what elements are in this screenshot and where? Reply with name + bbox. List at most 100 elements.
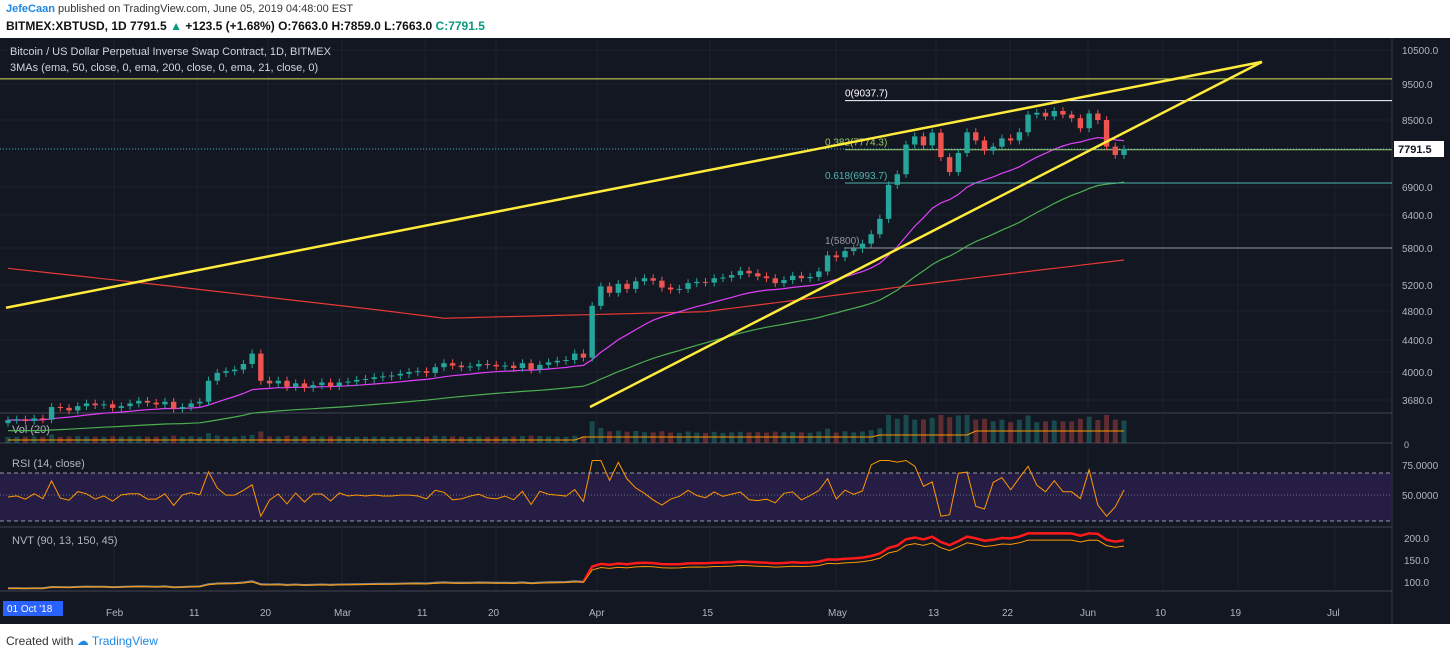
candle-body bbox=[83, 403, 90, 407]
candle-body bbox=[240, 364, 247, 370]
candle-body bbox=[676, 288, 683, 290]
volume-bar bbox=[249, 434, 255, 443]
candle-body bbox=[310, 385, 316, 388]
tradingview-brand[interactable]: TradingView bbox=[91, 634, 158, 648]
candle-body bbox=[667, 287, 674, 290]
rsi-tick-75: 75.0000 bbox=[1402, 461, 1439, 472]
candle-body bbox=[606, 286, 613, 293]
up-arrow-icon: ▲ bbox=[170, 19, 182, 33]
candle-body bbox=[162, 401, 168, 405]
candle-body bbox=[415, 371, 421, 373]
candle-body bbox=[476, 364, 482, 367]
price-tick-label: 3680.0 bbox=[1402, 396, 1433, 407]
candle-body bbox=[441, 363, 447, 368]
candle-body bbox=[214, 372, 220, 381]
volume-bar bbox=[938, 415, 944, 443]
symbol-line: BITMEX:XBTUSD, 1D 7791.5 ▲ +123.5 (+1.68… bbox=[6, 19, 485, 33]
candle-body bbox=[57, 407, 64, 408]
candle-body bbox=[319, 382, 325, 386]
candle-body bbox=[929, 132, 935, 146]
candle-body bbox=[380, 376, 386, 378]
candle-body bbox=[127, 403, 133, 407]
ema-200-line bbox=[7, 259, 1125, 319]
volume-bar bbox=[1121, 420, 1127, 443]
volume-bar bbox=[1025, 415, 1031, 443]
volume-bar bbox=[703, 432, 708, 443]
volume-bar bbox=[1008, 422, 1014, 443]
candle-body bbox=[964, 132, 970, 153]
candle-body bbox=[345, 381, 351, 383]
volume-bar bbox=[1104, 415, 1110, 443]
candle-body bbox=[598, 286, 604, 306]
volume-bar bbox=[947, 417, 953, 443]
candle-body bbox=[772, 278, 778, 284]
volume-axis-zero: 0 bbox=[1404, 440, 1409, 450]
price-tick-label: 10500.0 bbox=[1402, 46, 1439, 57]
candle-body bbox=[109, 404, 116, 408]
candle-body bbox=[528, 363, 534, 370]
time-tick-label: 20 bbox=[260, 608, 272, 619]
candle-body bbox=[188, 403, 194, 407]
candle-body bbox=[5, 420, 11, 424]
candle-body bbox=[781, 280, 787, 284]
volume-bar bbox=[807, 432, 813, 443]
rsi-line bbox=[7, 459, 1125, 518]
time-tick-label: 15 bbox=[702, 608, 714, 619]
time-tick-label: Apr bbox=[589, 608, 605, 619]
wedge-upper-trendline bbox=[5, 60, 1263, 309]
candle-body bbox=[833, 255, 839, 258]
volume-bar bbox=[755, 432, 761, 443]
candle-body bbox=[1112, 146, 1118, 156]
candle-body bbox=[868, 234, 874, 244]
volume-bar bbox=[528, 435, 534, 443]
volume-bar bbox=[929, 417, 935, 443]
last-price: 7791.5 bbox=[130, 19, 167, 33]
candle-body bbox=[388, 375, 395, 377]
price-tick-label: 4400.0 bbox=[1402, 336, 1433, 347]
footer: Created with ☁ TradingView bbox=[6, 634, 158, 648]
candle-body bbox=[702, 281, 709, 283]
volume-bar bbox=[668, 432, 674, 443]
time-tick-label: 11 bbox=[417, 608, 428, 619]
price-axis bbox=[1392, 38, 1450, 624]
price-tick-label: 4000.0 bbox=[1402, 368, 1433, 379]
publisher-line: JefeCaan published on TradingView.com, J… bbox=[6, 3, 353, 15]
candle-body bbox=[406, 372, 412, 374]
candle-body bbox=[1007, 138, 1014, 141]
candle-body bbox=[798, 275, 805, 279]
candle-body bbox=[912, 136, 918, 145]
candle-body bbox=[510, 365, 517, 368]
volume-bar bbox=[781, 432, 787, 443]
volume-bar bbox=[580, 436, 586, 443]
candle-body bbox=[572, 353, 578, 360]
time-tick-label: Mar bbox=[334, 608, 352, 619]
time-tick-label: 13 bbox=[928, 608, 940, 619]
tradingview-logo-icon: ☁ bbox=[76, 634, 89, 648]
candle-body bbox=[22, 419, 29, 421]
volume-bar bbox=[903, 415, 909, 443]
candle-body bbox=[197, 401, 203, 404]
candle-body bbox=[92, 403, 98, 406]
author-name[interactable]: JefeCaan bbox=[6, 3, 55, 15]
candle-body bbox=[153, 402, 159, 405]
candle-body bbox=[1016, 132, 1023, 141]
volume-bar bbox=[206, 433, 212, 443]
volume-bar bbox=[1086, 416, 1092, 443]
volume-bar bbox=[1051, 420, 1057, 443]
candle-body bbox=[859, 243, 866, 249]
candle-body bbox=[1034, 112, 1040, 115]
wedge-lower-trendline bbox=[589, 60, 1263, 409]
candle-body bbox=[650, 278, 656, 281]
candle-body bbox=[589, 305, 595, 358]
candle-body bbox=[894, 174, 901, 185]
candle-body bbox=[842, 251, 848, 258]
volume-bar bbox=[877, 428, 883, 443]
volume-bar bbox=[720, 432, 726, 443]
candle-body bbox=[31, 418, 37, 421]
volume-bar bbox=[641, 432, 647, 443]
price-tick-label: 9500.0 bbox=[1402, 80, 1433, 91]
volume-bar bbox=[676, 432, 682, 443]
fib-level-label: 0.618(6993.7) bbox=[825, 171, 887, 182]
volume-bar bbox=[650, 432, 656, 443]
